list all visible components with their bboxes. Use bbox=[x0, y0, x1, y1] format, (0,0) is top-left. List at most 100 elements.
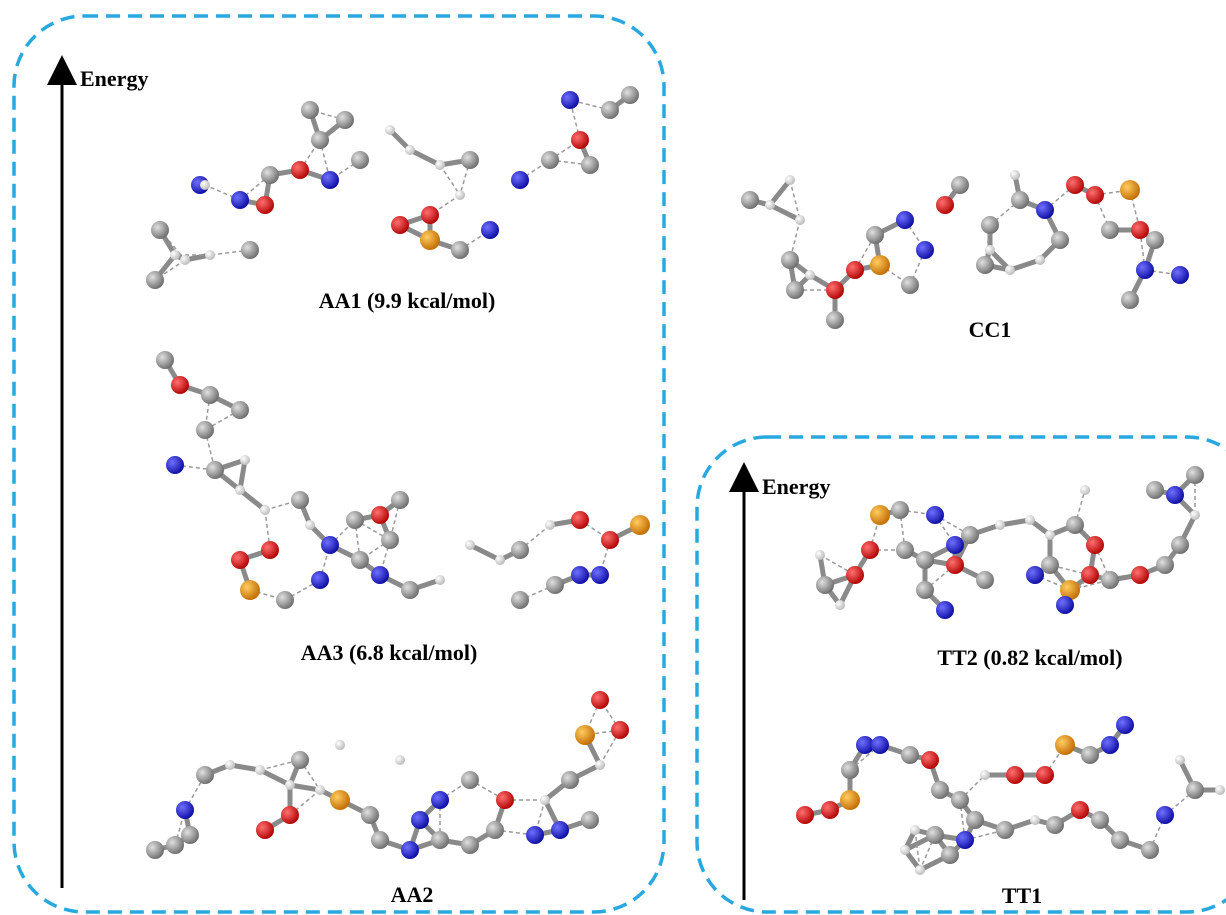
nitrogen-atom bbox=[1166, 486, 1184, 504]
hydrogen-atom bbox=[235, 485, 245, 495]
oxygen-atom bbox=[796, 806, 814, 824]
hydrogen-atom bbox=[435, 160, 445, 170]
nitrogen-atom bbox=[411, 811, 429, 829]
carbon-atom bbox=[841, 761, 859, 779]
carbon-atom bbox=[1011, 191, 1029, 209]
aa3-label: AA3 (6.8 kcal/mol) bbox=[301, 640, 478, 665]
tt1-label: TT1 bbox=[1002, 883, 1042, 908]
oxygen-atom bbox=[256, 821, 274, 839]
hydrogen-atom bbox=[495, 555, 505, 565]
hydrogen-atom bbox=[915, 865, 925, 875]
nitrogen-atom bbox=[321, 171, 339, 189]
molecule-aa3 bbox=[156, 351, 650, 609]
carbon-atom bbox=[786, 281, 804, 299]
hydrogen-atom bbox=[765, 200, 775, 210]
hydrogen-bond bbox=[299, 759, 321, 791]
hydrogen-atom bbox=[815, 550, 825, 560]
nitrogen-atom bbox=[856, 736, 874, 754]
carbon-atom bbox=[196, 766, 214, 784]
phosphorus-atom bbox=[870, 255, 890, 275]
hydrogen-atom bbox=[305, 520, 315, 530]
nitrogen-atom bbox=[896, 211, 914, 229]
phosphorus-atom bbox=[575, 725, 595, 745]
nitrogen-atom bbox=[481, 221, 499, 239]
oxygen-atom bbox=[391, 216, 409, 234]
oxygen-atom bbox=[281, 806, 299, 824]
carbon-atom bbox=[486, 821, 504, 839]
oxygen-atom bbox=[611, 721, 629, 739]
hydrogen-atom bbox=[395, 755, 405, 765]
nitrogen-atom bbox=[371, 566, 389, 584]
phosphorus-atom bbox=[240, 580, 260, 600]
carbon-atom bbox=[1101, 571, 1119, 589]
carbon-atom bbox=[976, 256, 994, 274]
carbon-atom bbox=[291, 491, 309, 509]
carbon-atom bbox=[951, 176, 969, 194]
carbon-atom bbox=[241, 241, 259, 259]
nitrogen-atom bbox=[936, 601, 954, 619]
carbon-atom bbox=[926, 826, 944, 844]
carbon-atom bbox=[941, 846, 959, 864]
carbon-atom bbox=[351, 151, 369, 169]
oxygen-atom bbox=[846, 566, 864, 584]
hydrogen-bond bbox=[919, 834, 936, 871]
hydrogen-atom bbox=[335, 740, 345, 750]
hydrogen-atom bbox=[180, 255, 190, 265]
hydrogen-atom bbox=[910, 825, 920, 835]
carbon-atom bbox=[601, 101, 619, 119]
carbon-atom bbox=[1171, 536, 1189, 554]
carbon-atom bbox=[581, 156, 599, 174]
carbon-atom bbox=[541, 151, 559, 169]
carbon-atom bbox=[511, 591, 529, 609]
left-panel: Energy AA1 (9.9 kcal/mol) AA3 (6.8 kcal/… bbox=[12, 14, 666, 914]
carbon-atom bbox=[166, 836, 184, 854]
carbon-atom bbox=[451, 241, 469, 259]
left-axis-label: Energy bbox=[80, 66, 148, 91]
carbon-atom bbox=[1111, 831, 1129, 849]
carbon-atom bbox=[196, 421, 214, 439]
hydrogen-atom bbox=[435, 575, 445, 585]
cc1-label: CC1 bbox=[969, 317, 1012, 342]
nitrogen-atom bbox=[176, 801, 194, 819]
hydrogen-atom bbox=[545, 520, 555, 530]
hydrogen-atom bbox=[1080, 485, 1090, 495]
hydrogen-atom bbox=[260, 505, 270, 515]
oxygen-atom bbox=[1086, 186, 1104, 204]
carbon-atom bbox=[966, 811, 984, 829]
carbon-atom bbox=[1186, 781, 1204, 799]
oxygen-atom bbox=[171, 376, 189, 394]
carbon-atom bbox=[1156, 556, 1174, 574]
nitrogen-atom bbox=[591, 566, 609, 584]
hydrogen-atom bbox=[835, 600, 845, 610]
carbon-atom bbox=[961, 526, 979, 544]
oxygen-atom bbox=[936, 196, 954, 214]
nitrogen-atom bbox=[1136, 261, 1154, 279]
carbon-atom bbox=[206, 461, 224, 479]
oxygen-atom bbox=[571, 131, 589, 149]
oxygen-atom bbox=[591, 691, 609, 709]
aa2-label: AA2 bbox=[391, 882, 434, 907]
carbon-atom bbox=[781, 251, 799, 269]
hydrogen-atom bbox=[1025, 515, 1035, 525]
right-panel: Energy TT2 (0.82 kcal/mol) TT1 bbox=[695, 435, 1226, 914]
oxygen-atom bbox=[1071, 801, 1089, 819]
bond bbox=[767, 177, 793, 208]
carbon-atom bbox=[1186, 466, 1204, 484]
carbon-atom bbox=[461, 771, 479, 789]
nitrogen-atom bbox=[311, 571, 329, 589]
carbon-atom bbox=[951, 791, 969, 809]
hydrogen-atom bbox=[795, 215, 805, 225]
carbon-atom bbox=[156, 351, 174, 369]
phosphorus-atom bbox=[330, 790, 350, 810]
hydrogen-atom bbox=[1035, 255, 1045, 265]
bond bbox=[997, 517, 1033, 528]
nitrogen-atom bbox=[561, 91, 579, 109]
left-panel-frame bbox=[12, 14, 666, 914]
carbon-atom bbox=[581, 811, 599, 829]
nitrogen-atom bbox=[551, 821, 569, 839]
bond bbox=[227, 762, 263, 773]
hydrogen-atom bbox=[465, 540, 475, 550]
phosphorus-atom bbox=[420, 230, 440, 250]
molecule-aa2 bbox=[146, 691, 629, 859]
